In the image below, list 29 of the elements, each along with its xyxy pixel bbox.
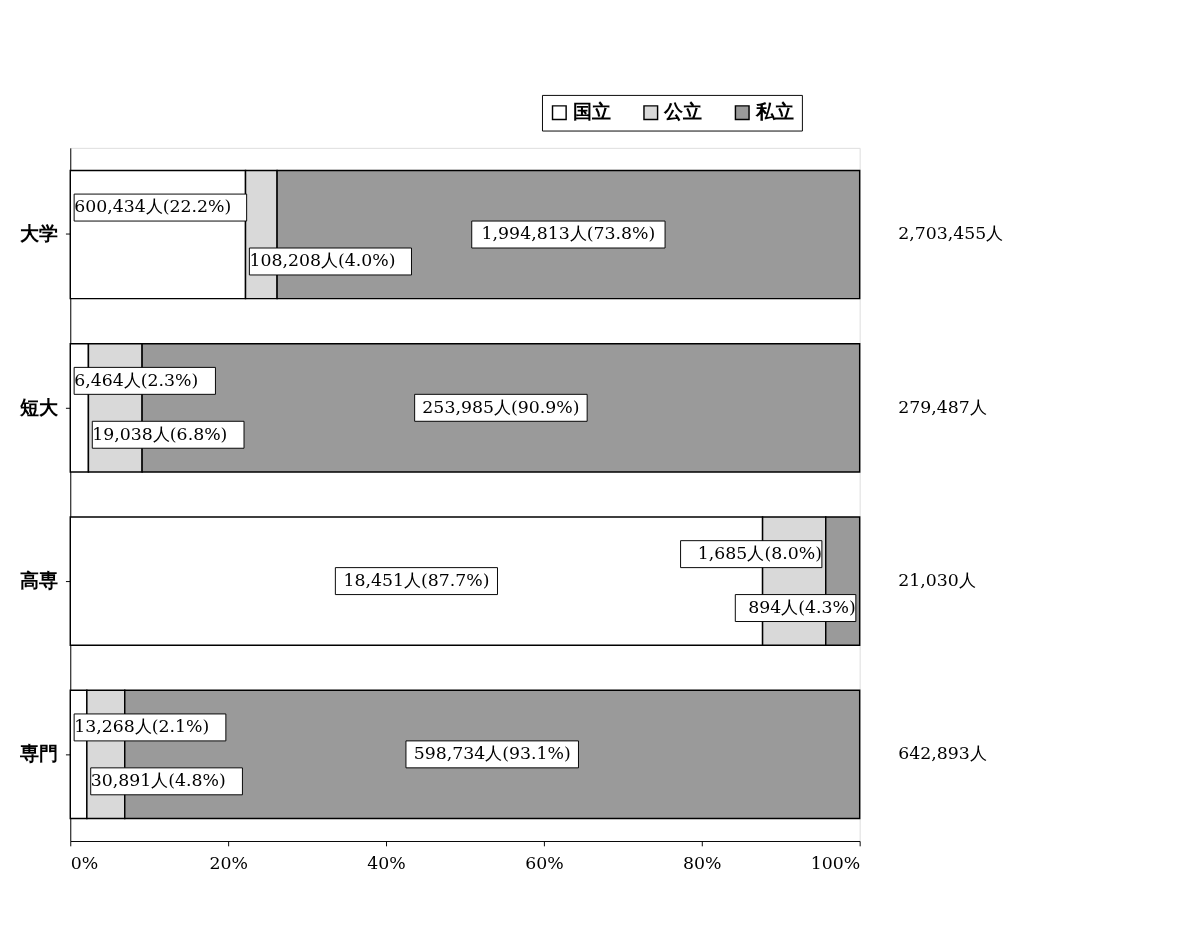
x-tick-label: 100% [810,853,861,874]
x-tick-label: 0% [70,853,99,874]
text: 21,030人 [898,569,976,590]
data-label: 13,268人(2.1%) [74,716,210,737]
data-label: 18,451人(87.7%) [343,569,490,590]
data-label: 598,734人(93.1%) [413,743,571,764]
legend-label: 国立 [572,100,611,124]
data-label: 30,891人(4.8%) [90,770,226,791]
data-label: 600,434人(22.2%) [74,196,232,217]
data-label: 894人(4.3%) [748,596,856,617]
x-tick-label: 80% [683,853,722,874]
data-label: 19,038人(6.8%) [92,423,228,444]
y-tick-label: 短大 [19,395,60,419]
legend-label: 公立 [663,100,703,124]
x-tick-label: 20% [209,853,248,874]
text: 642,893人 [898,743,987,764]
text: 2,703,455人 [898,223,1004,244]
data-label: 253,985人(90.9%) [422,396,580,417]
text: 279,487人 [898,396,987,417]
y-tick-label: 専門 [19,742,59,766]
x-tick-label: 60% [525,853,564,874]
y-tick-label: 大学 [20,222,59,246]
x-tick-label: 40% [367,853,406,874]
data-label: 1,685人(8.0%) [697,542,822,563]
y-tick-label: 高専 [20,568,59,592]
legend-label: 私立 [754,100,794,124]
data-label: 6,464人(2.3%) [74,369,199,390]
data-label: 1,994,813人(73.8%) [481,223,656,244]
data-label: 108,208人(4.0%) [249,250,396,271]
